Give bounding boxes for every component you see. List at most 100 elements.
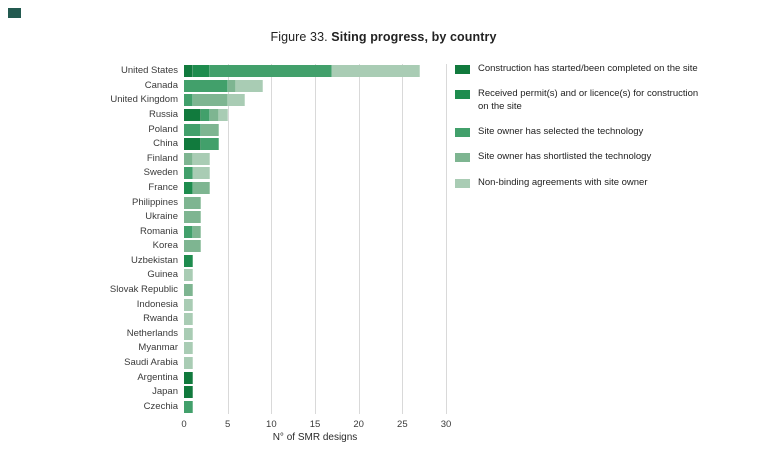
x-tick-label: 30 xyxy=(440,419,452,430)
bar-row xyxy=(184,196,202,209)
bar-row xyxy=(184,152,211,165)
category-label: Myanmar xyxy=(138,342,178,354)
category-label: Finland xyxy=(146,152,178,164)
legend-item: Site owner has selected the technology xyxy=(455,126,705,138)
bar-segment xyxy=(184,284,193,297)
bar-segment xyxy=(192,181,211,194)
bar-segment xyxy=(210,65,333,78)
gridline xyxy=(315,64,316,414)
bar-segment xyxy=(184,298,193,311)
legend-label: Non-binding agreements with site owner xyxy=(478,176,648,188)
bar-segment xyxy=(184,123,202,136)
category-label: Argentina xyxy=(137,371,178,383)
category-label: Poland xyxy=(148,123,178,135)
bar-segment xyxy=(184,254,193,267)
bar-row xyxy=(184,181,211,194)
bar-segment xyxy=(184,386,193,399)
bar-segment xyxy=(184,181,193,194)
bar-row xyxy=(184,225,202,238)
figure-title-text: Siting progress, by country xyxy=(327,30,497,44)
bar-segment xyxy=(184,211,202,224)
bar-segment xyxy=(201,123,219,136)
category-label: Romania xyxy=(139,225,178,237)
bar-segment xyxy=(184,327,193,340)
category-label: Sweden xyxy=(143,167,178,179)
bar-row xyxy=(184,298,193,311)
bar-segment xyxy=(184,225,193,238)
bar-row xyxy=(184,400,193,413)
bar-segment xyxy=(192,225,202,238)
legend-item: Site owner has shortlisted the technolog… xyxy=(455,151,705,163)
category-label: Uzbekistan xyxy=(131,254,178,266)
plot-area xyxy=(184,64,447,414)
category-label: France xyxy=(148,181,178,193)
bar-row xyxy=(184,371,193,384)
gridline xyxy=(271,64,273,414)
bar-segment xyxy=(184,138,202,151)
bar-segment xyxy=(192,94,228,107)
bar-row xyxy=(184,313,193,326)
category-label: United States xyxy=(120,65,178,77)
bar-segment xyxy=(184,167,193,180)
category-label: Slovak Republic xyxy=(109,284,178,296)
bar-segment xyxy=(192,65,211,78)
bar-segment xyxy=(332,65,420,78)
bar-segment xyxy=(184,356,193,369)
x-tick-label: 0 xyxy=(181,419,187,430)
bar-segment xyxy=(184,109,202,122)
gridline xyxy=(227,64,229,414)
bar-row xyxy=(184,254,193,267)
bar-segment xyxy=(184,313,193,326)
category-label: China xyxy=(153,138,178,150)
bar-row xyxy=(184,94,246,107)
legend-swatch xyxy=(455,153,470,163)
legend-label: Received permit(s) and or licence(s) for… xyxy=(478,88,699,112)
bar-segment xyxy=(184,240,202,253)
bar-row xyxy=(184,386,193,399)
gridline xyxy=(446,64,447,414)
bar-segment xyxy=(227,94,246,107)
legend-item: Construction has started/been completed … xyxy=(455,63,705,75)
category-label: Saudi Arabia xyxy=(124,356,178,368)
category-label: Japan xyxy=(152,386,178,398)
figure-title: Figure 33. Siting progress, by country xyxy=(0,30,767,44)
category-label: Russia xyxy=(148,109,178,121)
bar-segment xyxy=(192,152,211,165)
legend-swatch xyxy=(455,128,470,138)
bar-segment xyxy=(184,196,202,209)
figure-number: Figure 33. xyxy=(270,30,328,44)
bar-segment xyxy=(184,371,193,384)
bar-segment xyxy=(184,79,228,92)
bar-row xyxy=(184,240,202,253)
bar-segment xyxy=(184,94,193,107)
gridline xyxy=(402,64,404,414)
legend-label: Site owner has selected the technology xyxy=(478,126,644,138)
category-label: Ukraine xyxy=(145,211,178,223)
bar-row xyxy=(184,356,193,369)
legend-item: Non-binding agreements with site owner xyxy=(455,177,705,189)
page-corner-mark xyxy=(8,8,21,18)
bar-row xyxy=(184,269,193,282)
bar-row xyxy=(184,109,228,122)
bar-segment xyxy=(227,79,237,92)
x-tick-label: 25 xyxy=(397,419,408,430)
category-label: United Kingdom xyxy=(110,94,178,106)
x-tick-label: 10 xyxy=(266,419,277,430)
x-tick-label: 5 xyxy=(225,419,231,430)
category-label: Korea xyxy=(152,240,178,252)
bar-segment xyxy=(184,342,193,355)
bar-segment xyxy=(184,400,193,413)
bar-row xyxy=(184,79,263,92)
x-tick-label: 15 xyxy=(309,419,321,430)
category-label: Rwanda xyxy=(143,313,178,325)
category-label: Canada xyxy=(144,79,178,91)
category-label: Czechia xyxy=(143,400,178,412)
bar-row xyxy=(184,65,420,78)
legend-item: Received permit(s) and or licence(s) for… xyxy=(455,88,705,113)
category-label: Netherlands xyxy=(126,327,178,339)
legend-swatch xyxy=(455,178,470,188)
bar-segment xyxy=(201,138,219,151)
bar-row xyxy=(184,123,219,136)
gridline xyxy=(358,64,360,414)
bar-segment xyxy=(184,269,193,282)
